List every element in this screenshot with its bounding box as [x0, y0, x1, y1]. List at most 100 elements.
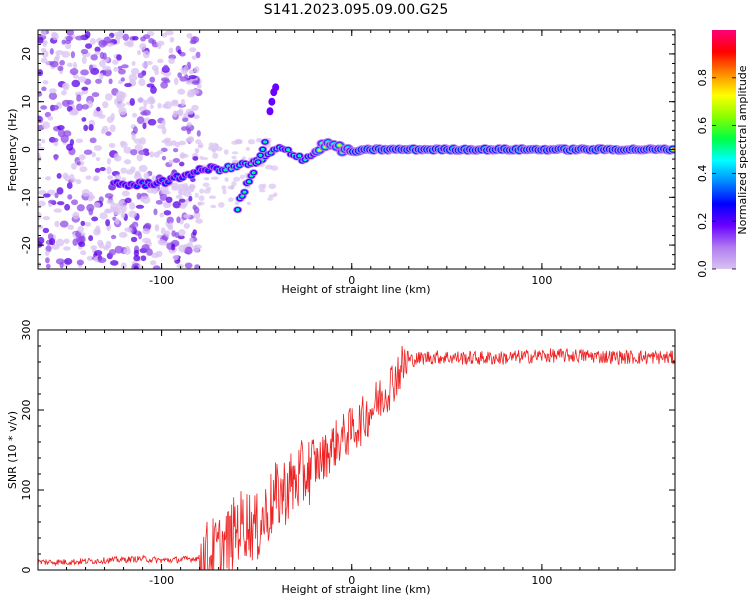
noise-blob — [108, 249, 117, 256]
noise-blob — [179, 76, 188, 82]
noise-blob — [95, 78, 102, 84]
noise-blob — [154, 68, 159, 76]
noise-blob — [95, 156, 101, 162]
noise-blob — [75, 179, 82, 185]
noise-blob — [136, 154, 143, 162]
noise-blob — [157, 43, 162, 50]
noise-blob — [222, 189, 227, 195]
noise-blob — [160, 81, 169, 89]
noise-blob — [159, 185, 169, 193]
noise-blob — [157, 102, 162, 109]
noise-blob — [152, 265, 161, 269]
noise-blob — [198, 201, 205, 206]
noise-blob — [159, 193, 168, 201]
y-tick-label: 200 — [20, 400, 33, 421]
noise-blob — [193, 66, 200, 74]
noise-blob — [38, 91, 43, 97]
noise-blob — [128, 210, 137, 218]
noise-blob — [130, 166, 136, 173]
ridge-mark — [144, 185, 147, 188]
noise-blob — [105, 240, 112, 249]
noise-blob — [71, 79, 81, 88]
noise-blob — [41, 138, 46, 144]
noise-blob — [56, 187, 64, 195]
noise-blob — [91, 92, 100, 98]
noise-blob — [207, 146, 216, 151]
noise-blob — [168, 222, 173, 229]
noise-blob — [168, 47, 174, 54]
noise-blob — [161, 32, 168, 38]
noise-blob — [61, 99, 71, 107]
noise-blob — [55, 238, 65, 247]
noise-blob — [191, 104, 199, 111]
y-tick-label: 0 — [20, 567, 33, 574]
noise-blob — [81, 117, 87, 122]
y-tick-label: -10 — [20, 188, 33, 206]
noise-blob — [45, 176, 51, 181]
noise-blob — [110, 234, 117, 240]
noise-blob — [38, 190, 47, 195]
noise-blob — [142, 227, 151, 235]
branch-mark — [259, 154, 262, 157]
noise-blob — [99, 212, 108, 220]
isolated-feature-mark — [268, 97, 276, 106]
noise-blob — [67, 194, 73, 200]
noise-blob — [186, 33, 193, 39]
noise-blob — [88, 235, 94, 242]
noise-blob — [81, 56, 87, 65]
noise-blob — [259, 188, 266, 193]
noise-blob — [44, 250, 50, 257]
noise-blob — [94, 225, 101, 234]
branch-mark — [261, 148, 265, 151]
branch-mark — [263, 140, 267, 143]
noise-blob — [180, 98, 186, 107]
noise-blob — [159, 212, 164, 218]
noise-blob — [231, 140, 239, 145]
spectrogram-plot-area — [38, 30, 675, 269]
noise-blob — [56, 173, 62, 179]
branch-mark — [252, 171, 255, 174]
noise-blob — [231, 155, 237, 160]
noise-blob — [87, 196, 93, 202]
colorbar-tick-label: 0.8 — [696, 69, 709, 87]
noise-blob — [178, 161, 185, 167]
noise-blob — [144, 222, 152, 229]
noise-blob — [101, 125, 109, 132]
noise-blob — [86, 255, 94, 261]
noise-blob — [41, 30, 47, 37]
noise-blob — [57, 65, 64, 72]
noise-blob — [177, 49, 182, 55]
noise-blob — [48, 92, 58, 100]
noise-blob — [104, 93, 113, 101]
noise-blob — [114, 98, 119, 106]
noise-blob — [97, 114, 106, 119]
noise-blob — [59, 220, 69, 228]
noise-blob — [94, 46, 101, 53]
noise-blob — [75, 35, 84, 41]
noise-blob — [79, 166, 88, 173]
noise-blob — [84, 221, 92, 227]
noise-blob — [63, 258, 73, 265]
colorbar-tick-label: 0.2 — [696, 212, 709, 230]
noise-blob — [65, 43, 72, 50]
noise-blob — [120, 204, 127, 213]
noise-blob — [130, 149, 138, 156]
noise-blob — [106, 166, 112, 175]
noise-blob — [192, 245, 200, 253]
noise-blob — [57, 125, 65, 131]
noise-blob — [146, 248, 153, 256]
x-tick-label: 0 — [348, 574, 355, 587]
noise-blob — [186, 121, 192, 127]
noise-blob — [51, 32, 59, 41]
noise-blob — [89, 38, 96, 45]
noise-blob — [83, 149, 93, 155]
noise-blob — [217, 202, 225, 208]
noise-blob — [160, 147, 168, 153]
noise-blob — [172, 158, 181, 163]
ridge-mark — [135, 185, 139, 188]
noise-blob — [177, 187, 182, 196]
noise-blob — [188, 74, 197, 80]
ridge-mark — [286, 148, 290, 151]
branch-mark — [243, 191, 246, 194]
noise-blob — [131, 132, 136, 141]
